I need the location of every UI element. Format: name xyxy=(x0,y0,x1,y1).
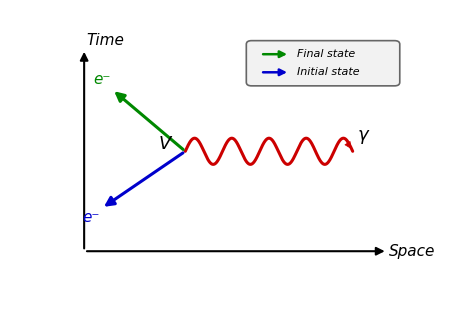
Text: Time: Time xyxy=(86,33,124,48)
Text: Initial state: Initial state xyxy=(297,67,360,77)
Text: Space: Space xyxy=(389,244,436,259)
Text: γ: γ xyxy=(358,126,369,144)
Text: Final state: Final state xyxy=(297,49,355,59)
Text: e⁻: e⁻ xyxy=(93,72,110,87)
Text: V: V xyxy=(159,135,171,153)
Text: e⁻: e⁻ xyxy=(82,210,100,225)
FancyBboxPatch shape xyxy=(246,41,400,86)
